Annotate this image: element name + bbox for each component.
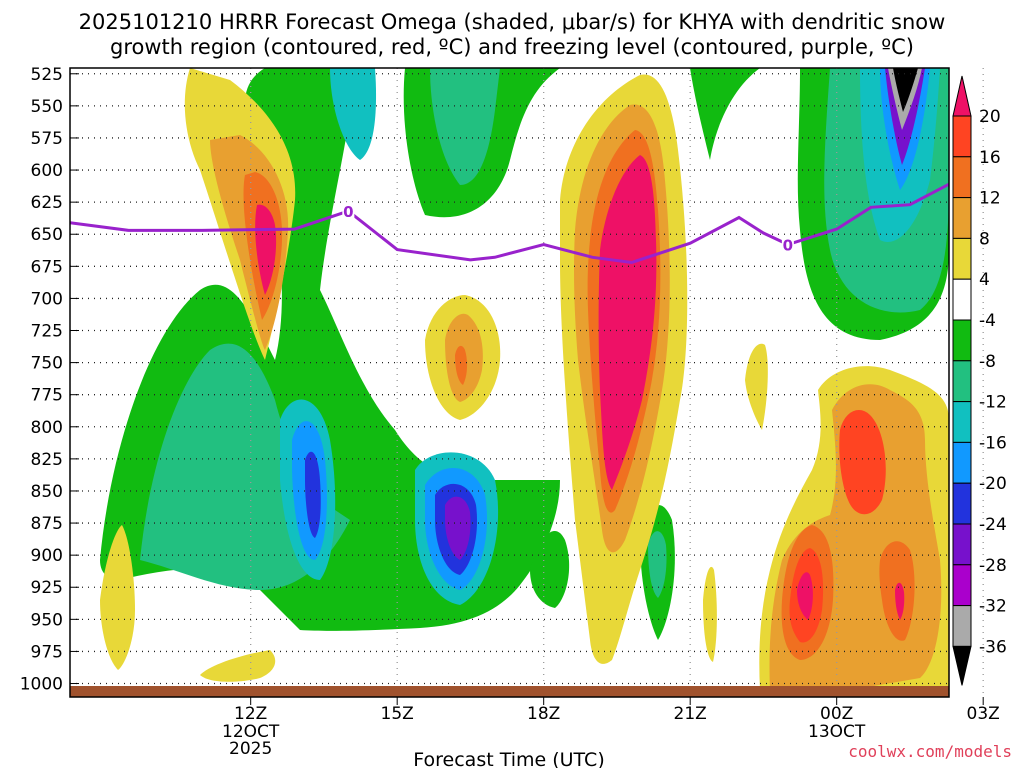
freezing-contour-label: 0 — [783, 237, 793, 255]
pressure-tick-label: 850 — [31, 482, 63, 502]
colorbar-label: -12 — [979, 393, 1007, 413]
colorbar-label: -4 — [979, 311, 996, 331]
time-tick-label: 18Z — [527, 704, 560, 724]
freezing-level-contour — [70, 182, 949, 265]
pressure-tick-label: 525 — [31, 65, 63, 85]
chart-title-line2: growth region (contoured, red, ºC) and f… — [110, 35, 914, 59]
time-tick-label: 12Z — [234, 704, 267, 724]
colorbar-segment — [952, 156, 972, 199]
colorbar-label: -36 — [979, 637, 1007, 657]
colorbar-label: 20 — [979, 107, 1001, 127]
time-tick-label: 15Z — [381, 704, 414, 724]
date-tick-label: 12OCT — [222, 722, 280, 742]
colorbar-segment — [952, 482, 972, 525]
ground-surface — [70, 686, 949, 697]
pressure-tick-label: 800 — [31, 418, 63, 438]
colorbar-segment — [952, 278, 972, 321]
time-tick-label: 00Z — [820, 704, 853, 724]
colorbar-segment — [952, 115, 972, 158]
colorbar-segment — [952, 401, 972, 443]
colorbar-label: -16 — [979, 433, 1007, 453]
colorbar-top-arrow — [952, 75, 972, 117]
time-tick-label: 21Z — [674, 704, 707, 724]
colorbar-segment — [952, 441, 972, 484]
colorbar-label: 8 — [979, 229, 990, 249]
date-tick-label: 13OCT — [808, 722, 866, 742]
pressure-tick-label: 625 — [31, 193, 63, 213]
freezing-contour-label: 0 — [343, 203, 353, 221]
colorbar-segment — [952, 319, 972, 362]
pressure-tick-label: 675 — [31, 257, 63, 277]
pressure-tick-label: 775 — [31, 386, 63, 406]
omega-shaded-field — [100, 68, 949, 690]
plot-frame — [69, 67, 950, 698]
freezing-level-layer: 00 — [70, 182, 949, 265]
colorbar-label: -24 — [979, 515, 1007, 535]
year-tick-label: 2025 — [229, 739, 272, 759]
pressure-tick-label: 750 — [31, 354, 63, 374]
colorbar: 20 16 12 8 4 -4 -8 -12 -16 -20 -24 -28 -32 -36 — [952, 75, 1007, 686]
pressure-tick-label: 725 — [31, 322, 63, 342]
colorbar-segment — [952, 605, 972, 647]
pressure-tick-label: 550 — [31, 97, 63, 117]
pressure-tick-label: 825 — [31, 450, 63, 470]
colorbar-label: -32 — [979, 597, 1007, 617]
pressure-tick-label: 875 — [31, 514, 63, 534]
colorbar-label: 12 — [979, 189, 1001, 209]
pressure-tick-label: 950 — [31, 610, 63, 630]
colorbar-segment — [952, 197, 972, 239]
grid-lines — [70, 68, 984, 697]
pressure-tick-label: 575 — [31, 129, 63, 149]
pressure-axis: 525 550 575 600 625 650 675 700 725 750 775 800 825 8… — [20, 65, 79, 695]
pressure-tick-label: 1000 — [20, 675, 63, 695]
pressure-tick-label: 600 — [31, 161, 63, 181]
colorbar-segment — [952, 523, 972, 566]
colorbar-label: -20 — [979, 474, 1007, 494]
colorbar-segment — [952, 360, 972, 403]
x-axis-title: Forecast Time (UTC) — [413, 749, 604, 768]
pressure-tick-label: 700 — [31, 289, 63, 309]
chart-title-line1: 2025101210 HRRR Forecast Omega (shaded, … — [79, 10, 946, 34]
colorbar-label: -8 — [979, 352, 996, 372]
credit-text: coolwx.com/models — [848, 742, 1012, 761]
freezing-label-background — [342, 202, 355, 221]
freezing-label-background — [781, 235, 794, 254]
pressure-tick-label: 650 — [31, 225, 63, 245]
colorbar-bottom-arrow — [952, 645, 972, 686]
time-tick-label: 03Z — [967, 704, 1000, 724]
colorbar-label: 16 — [979, 148, 1001, 168]
pressure-tick-label: 900 — [31, 546, 63, 566]
pressure-tick-label: 975 — [31, 642, 63, 662]
colorbar-segment — [952, 237, 972, 280]
colorbar-segment — [952, 564, 972, 607]
colorbar-label: 4 — [979, 270, 990, 290]
colorbar-label: -28 — [979, 556, 1007, 576]
pressure-tick-label: 925 — [31, 578, 63, 598]
